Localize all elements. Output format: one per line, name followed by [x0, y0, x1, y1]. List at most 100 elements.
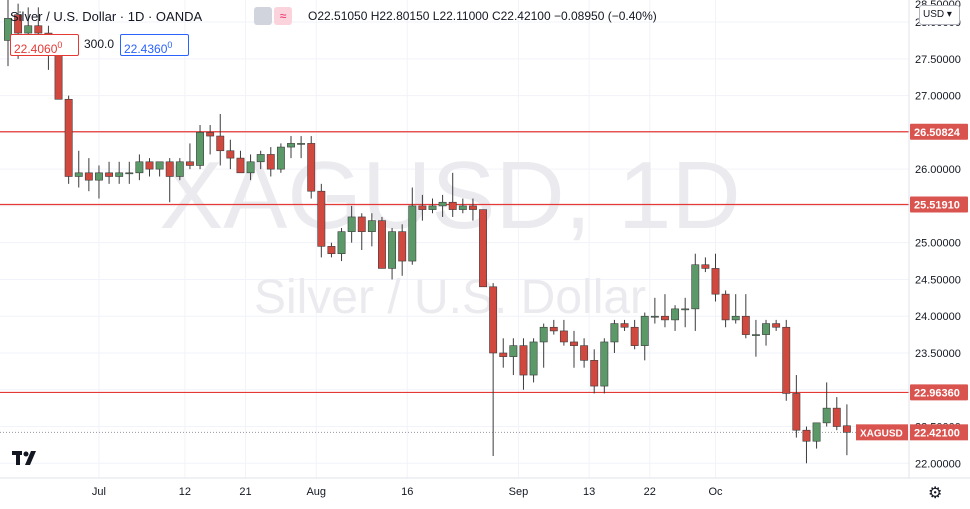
- candle-body: [84, 172, 93, 181]
- sell-price-pip: 0: [57, 40, 63, 50]
- buy-price-pip: 0: [167, 40, 173, 50]
- candle-body: [751, 334, 760, 336]
- candle-body: [792, 393, 801, 431]
- candle-body: [428, 205, 437, 210]
- candle-body: [64, 98, 73, 177]
- candle-body: [509, 345, 518, 357]
- candle-body: [539, 326, 548, 343]
- currency-selector[interactable]: USD ▾: [919, 5, 960, 25]
- price-tick-label: 27.00000: [915, 91, 961, 103]
- level-price-badge: [910, 123, 968, 140]
- candle-body: [196, 132, 204, 166]
- candle-body: [34, 25, 43, 34]
- candle-body: [458, 205, 467, 210]
- watermark-symbol: XAGUSD, 1D: [159, 142, 740, 249]
- candle-body: [4, 18, 12, 41]
- candle-body: [468, 205, 477, 210]
- candle-body: [549, 326, 558, 332]
- candle-body: [721, 293, 730, 321]
- candle-body: [691, 264, 700, 310]
- time-tick-label: Oc: [708, 486, 723, 498]
- candle-body: [640, 315, 649, 346]
- candle-body: [438, 201, 447, 207]
- grid: [0, 0, 909, 478]
- candle-body: [287, 143, 295, 148]
- candle-body: [175, 161, 184, 177]
- candle-body: [731, 315, 740, 321]
- candle-body: [74, 172, 83, 177]
- candle-body: [347, 216, 356, 232]
- candle-body: [266, 154, 275, 170]
- tv-logo-graphic: [12, 451, 36, 465]
- candle-body: [276, 146, 285, 170]
- last-price-label: 22.42100: [914, 427, 960, 439]
- symbol-badge: [856, 424, 908, 441]
- candle-body: [226, 150, 235, 159]
- level-price-label: 22.96360: [914, 387, 960, 399]
- time-tick-label: 12: [179, 486, 191, 498]
- candle-body: [580, 345, 589, 361]
- buy-price: 22.4360: [124, 42, 168, 56]
- candle-body: [155, 161, 164, 170]
- candle-body: [479, 209, 487, 288]
- indicator-toggle[interactable]: ≈: [254, 7, 292, 25]
- candle-body: [378, 220, 386, 269]
- time-tick-label: 16: [401, 486, 413, 498]
- candle-body: [681, 308, 690, 311]
- candle-body: [317, 190, 326, 247]
- price-tick-label: 27.50000: [915, 54, 961, 66]
- candle-body: [812, 422, 821, 442]
- candle-body: [398, 231, 407, 262]
- candle-body: [24, 25, 33, 34]
- candle-body: [802, 429, 811, 442]
- sell-button[interactable]: 22.40600: [10, 34, 79, 56]
- candle-body: [762, 323, 770, 335]
- indicator-icon[interactable]: [254, 7, 272, 25]
- candle-body: [661, 315, 669, 321]
- candle-body: [620, 323, 629, 328]
- candle-body: [115, 172, 124, 177]
- time-tick-label: Jul: [92, 486, 106, 498]
- time-tick-label: 22: [644, 486, 656, 498]
- level-price-badge: [910, 196, 968, 213]
- candle-body: [610, 323, 619, 343]
- ohlc-readout: O22.51050 H22.80150 L22.11000 C22.42100 …: [308, 9, 657, 23]
- candle-body: [832, 407, 841, 427]
- candle-body: [600, 341, 609, 387]
- tradingview-logo-icon[interactable]: [12, 449, 38, 467]
- candle-body: [125, 172, 134, 175]
- candle-body: [307, 143, 316, 192]
- candle-body: [246, 161, 255, 174]
- gear-icon[interactable]: ⚙: [928, 485, 943, 502]
- time-tick-label: Aug: [306, 486, 326, 498]
- price-tick-label: 26.00000: [915, 164, 961, 176]
- time-tick-label: 21: [239, 486, 251, 498]
- candle-body: [559, 330, 568, 343]
- candle-body: [822, 407, 831, 424]
- candle-body: [256, 154, 265, 163]
- chart-header: Silver / U.S. Dollar · 1D · OANDA O22.51…: [10, 9, 657, 24]
- symbol-title[interactable]: Silver / U.S. Dollar · 1D · OANDA: [10, 9, 203, 24]
- time-tick-label: 13: [583, 486, 595, 498]
- candle-body: [367, 220, 376, 232]
- candles: [4, 0, 851, 464]
- wave-icon[interactable]: ≈: [274, 7, 292, 25]
- candle-body: [711, 268, 720, 295]
- time-tick-label: Sep: [509, 486, 529, 498]
- candle-body: [135, 161, 144, 174]
- candle-body: [630, 326, 639, 346]
- candle-body: [499, 352, 508, 357]
- candle-body: [388, 231, 397, 269]
- candle-body: [216, 135, 225, 152]
- candle-body: [206, 132, 215, 137]
- symbol-badge-label: XAGUSD: [860, 428, 903, 439]
- price-tick-label: 22.00000: [915, 458, 961, 470]
- level-price-label: 25.51910: [914, 200, 960, 212]
- time-axis[interactable]: 14Jul1221Aug16Sep1322Oc: [0, 486, 723, 498]
- candle-body: [236, 157, 245, 174]
- price-tick-label: 23.50000: [915, 348, 961, 360]
- candle-body: [489, 286, 498, 354]
- buy-button[interactable]: 22.43600: [120, 34, 189, 56]
